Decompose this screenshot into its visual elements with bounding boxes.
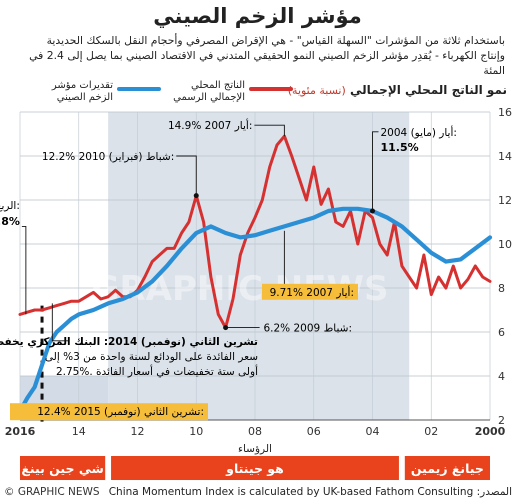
annotation-nov2015: 12.4% تشرين الثاني (نوفمبر) 2015: [37,406,204,418]
chart-heading: نمو الناتج المحلي الإجمالي (نسبة مئوية) [288,83,507,97]
leader-name: هو جينتاو [225,461,284,476]
annotation-may2004-date: أيار (مايو) 2004: [381,125,457,139]
chart-heading-text: نمو الناتج المحلي الإجمالي [349,83,507,97]
annotation-may2007: 14.9% أيار 2007: [168,118,252,132]
footer-credit: © GRAPHIC NEWS [4,486,100,498]
x-tick-label: 10 [189,425,203,438]
annotation-may2007-cmi: 9.71% أيار 2007: [270,285,354,299]
y-tick-label: 14 [498,150,512,163]
annotation-leader [372,131,379,211]
leader-bar [111,456,399,480]
legend-cmi-swatch [117,87,161,91]
annotation-nov2014-line: تشرين الثاني (نوفمبر) 2014: البنك المركز… [0,336,258,348]
annotation-feb2009: 6.2% شباط 2009: [263,323,352,335]
x-tick-label: 02 [424,425,438,438]
chart-unit: (نسبة مئوية) [287,84,346,97]
annotation-nov2015-box [10,403,208,421]
annotation-q4-2015-value: 6.8% [0,215,20,228]
leader-bar [404,456,490,480]
annotation-nov2014-line: سعر الفائدة على الودائع لسنة واحدة من 3%… [45,351,258,363]
footer: © GRAPHIC NEWS المصدر: China Momentum In… [4,484,512,502]
x-tick-label: 2016 [5,425,36,438]
y-tick-label: 12 [498,194,512,207]
leader-name: شي جين بينغ [21,461,103,476]
x-tick-label: 04 [366,425,380,438]
x-tick-label: 12 [131,425,145,438]
y-tick-label: 8 [498,282,505,295]
y-tick-label: 4 [498,370,505,383]
x-tick-label: 08 [248,425,262,438]
official-gdp-line [18,134,492,330]
legend-gdp-swatch [249,87,293,91]
leader-name: جيانغ زيمين [411,461,484,476]
annotation-leader [254,124,285,137]
annotation-may2007-cmi-box [262,283,358,300]
intro-line-1: باستخدام ثلاثة من المؤشرات "السهلة القيا… [46,34,505,47]
y-tick-label: 16 [498,106,512,119]
y-tick-label: 10 [498,238,512,251]
legend-gdp-label: الناتج المحلي الإجمالي الرسمي [173,80,245,103]
annotation-nov2014-line: 2.75%. أولى ستة تخفيضات في أسعار الفائدة [56,364,258,378]
annotation-may2004-value: 11.5% [381,141,419,154]
intro-text: باستخدام ثلاثة من المؤشرات "السهلة القيا… [9,33,505,78]
chart-legend: نمو الناتج المحلي الإجمالي (نسبة مئوية) … [7,78,507,112]
leader-bar [20,456,106,480]
footer-source: المصدر: China Momentum Index is calculat… [108,486,512,498]
annotation-feb2010: 12.2% شباط (فبراير) 2010: [42,151,174,163]
y-tick-label: 2 [498,414,505,427]
annotation-q4-2015-label: 2015، الربع الأخير: [0,199,20,212]
annotation-leader [21,225,27,315]
annotation-leader [51,303,69,342]
cmi-estimate-line [17,206,493,414]
hu-era-shaded-band [108,112,410,420]
x-tick-label: 06 [307,425,321,438]
intro-line-2: وإنتاج الكهرباء - يُقدِر مؤشر الزخم الصي… [29,49,505,77]
x-tick-label: 14 [72,425,86,438]
chart-title: مؤشر الزخم الصيني [153,4,362,28]
annotation-leader [176,155,197,196]
x-tick-label: 2000 [475,425,506,438]
legend-cmi-label: تقديرات مؤشر الزخم الصيني [51,80,113,103]
y-tick-label: 6 [498,326,505,339]
leaders-label: الرؤساء [238,443,272,455]
